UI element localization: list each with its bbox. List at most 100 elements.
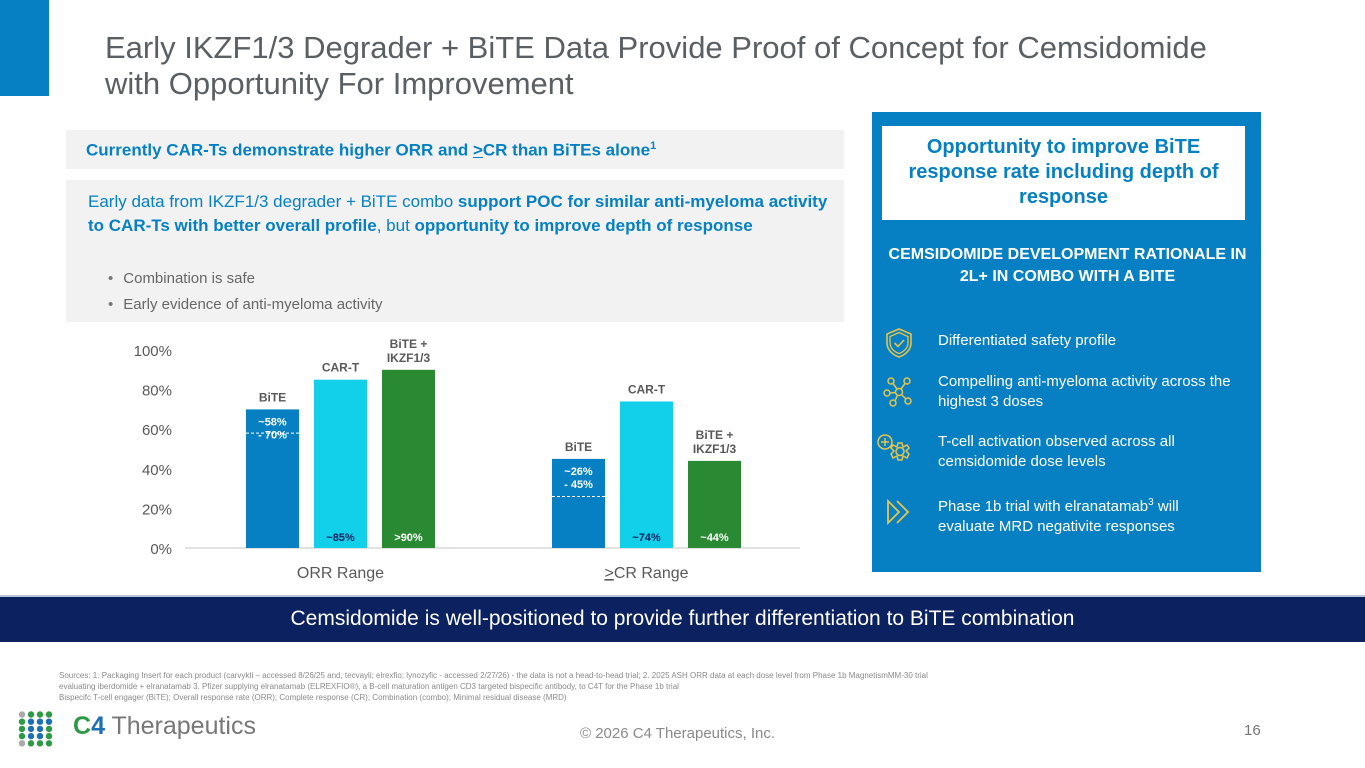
logo-c: C	[73, 712, 92, 740]
series-label: IKZF1/3	[693, 442, 737, 456]
bar-car-t	[620, 401, 673, 548]
bar-bite	[552, 458, 605, 548]
callout-box: Currently CAR-Ts demonstrate higher ORR …	[66, 130, 844, 169]
rationale-heading: CEMSIDOMIDE DEVELOPMENT RATIONALE IN 2L+…	[888, 246, 1247, 285]
logo-dot	[18, 732, 26, 740]
logo-dot	[45, 725, 53, 733]
rationale-label: Phase 1b trial with elranatamab3 will ev…	[938, 493, 1238, 537]
logo-dot	[45, 732, 53, 740]
logo-dot	[18, 725, 26, 733]
logo-dot	[18, 711, 26, 718]
summary-box: Early data from IKZF1/3 degrader + BiTE …	[66, 180, 844, 322]
logo-dots-icon	[18, 711, 53, 747]
callout-text: Currently CAR-Ts demonstrate higher ORR …	[86, 140, 656, 161]
fast-forward-icon	[887, 498, 910, 526]
data-label: ~74%	[632, 532, 661, 544]
footnote-marker: 1	[650, 140, 657, 152]
logo-therapeutics: Therapeutics	[104, 712, 256, 740]
logo-dot	[36, 740, 44, 747]
rationale-label-part: will evaluate MRD negativite responses	[938, 498, 1179, 535]
banner-text: Cemsidomide is well-positioned to provid…	[290, 607, 1075, 630]
x-category-label: >CR Range	[604, 565, 688, 582]
sources-footnotes: Sources: 1. Packaging Insert for each pr…	[59, 670, 1279, 703]
series-label: BiTE	[565, 440, 592, 454]
side-panel: Opportunity to improve BiTE response rat…	[872, 112, 1261, 572]
page-number: 16	[1244, 722, 1261, 739]
data-label: ~44%	[700, 532, 729, 544]
summary-bold-text: support POC for similar anti-myeloma act…	[88, 192, 828, 235]
copyright-text: © 2026 C4 Therapeutics, Inc.	[579, 725, 776, 742]
copyright: © 2026 C4 Therapeutics, Inc.	[0, 725, 1365, 742]
logo-dot	[36, 732, 44, 740]
data-label: ~26%	[564, 466, 593, 478]
opportunity-box: Opportunity to improve BiTE response rat…	[882, 126, 1245, 220]
accent-bar	[0, 0, 49, 96]
callout-text-part: CR than BiTEs alone	[482, 140, 651, 160]
bar-bite-ikzf1-3	[382, 369, 435, 548]
logo-wordmark: C4 Therapeutics	[73, 712, 256, 741]
shield-check-icon	[886, 328, 912, 358]
bar-car-t	[314, 379, 367, 548]
opportunity-text: Opportunity to improve BiTE response rat…	[908, 136, 1219, 208]
logo-dot	[18, 718, 26, 725]
logo-dot	[27, 711, 35, 718]
logo-dot	[45, 711, 53, 718]
page-title: Early IKZF1/3 Degrader + BiTE Data Provi…	[105, 30, 1335, 102]
title-line-2: with Opportunity For Improvement	[105, 66, 574, 101]
bullet-item: Early evidence of anti-myeloma activity	[108, 292, 382, 318]
logo-dot	[27, 718, 35, 725]
summary-text: Early data from IKZF1/3 degrader + BiTE …	[88, 192, 458, 211]
data-label: >90%	[394, 532, 423, 544]
gear-plus-icon	[877, 434, 910, 461]
y-tick-label: 60%	[142, 422, 172, 439]
logo-4: 4	[91, 712, 105, 740]
summary-paragraph: Early data from IKZF1/3 degrader + BiTE …	[88, 190, 828, 238]
logo-dot	[45, 718, 53, 725]
series-label: BiTE +	[696, 428, 734, 442]
series-label: CAR-T	[322, 361, 360, 375]
footnote-marker: 3	[1148, 497, 1154, 508]
bar-bite-ikzf1-3	[688, 460, 741, 548]
bar-bite	[246, 409, 299, 548]
logo-dot	[27, 740, 35, 747]
source-line: evaluating iberdomide + elranatamab 3. P…	[59, 682, 679, 691]
series-label: BiTE	[259, 390, 286, 404]
summary-bold-text: opportunity to improve depth of response	[414, 216, 753, 235]
bullet-item: Combination is safe	[108, 266, 383, 292]
x-category-label: ORR Range	[297, 565, 384, 582]
gte-symbol: >	[472, 140, 483, 160]
rationale-label: Differentiated safety profile	[938, 332, 1117, 349]
logo-dot	[18, 740, 26, 747]
logo-dot	[45, 740, 53, 747]
y-tick-label: 100%	[134, 343, 172, 360]
y-tick-label: 20%	[142, 501, 172, 518]
y-tick-label: 80%	[142, 383, 172, 400]
series-label: BiTE +	[390, 337, 428, 351]
rationale-label: T-cell activation observed across all ce…	[938, 433, 1175, 470]
y-tick-label: 40%	[142, 462, 172, 479]
conclusion-banner: Cemsidomide is well-positioned to provid…	[0, 595, 1365, 642]
summary-bullets: Combination is safe Early evidence of an…	[108, 266, 383, 318]
rationale-label: Compelling anti-myeloma activity across …	[938, 373, 1231, 410]
logo-dot	[36, 725, 44, 733]
bar-chart: 0% 20% 40% 60% 80% 100% BiTE ~58%- 70% CAR-T ~85%…	[134, 337, 800, 582]
data-label: ~58%	[258, 416, 287, 428]
logo-dot	[27, 725, 35, 733]
logo-dot	[36, 711, 44, 718]
source-line: Sources: 1. Packaging Insert for each pr…	[59, 671, 928, 680]
data-label: - 70%	[258, 429, 287, 441]
source-line: Bispecifc T-cell engager (BiTE); Overall…	[59, 693, 567, 702]
data-label: - 45%	[564, 479, 593, 491]
y-tick-label: 0%	[150, 541, 172, 558]
logo-dot	[36, 718, 44, 725]
summary-text: , but	[376, 216, 415, 235]
series-label: CAR-T	[628, 382, 666, 396]
series-label: IKZF1/3	[387, 351, 431, 365]
rationale-label-part: Phase 1b trial with elranatamab	[938, 498, 1149, 515]
data-label: ~85%	[326, 532, 355, 544]
title-line-1: Early IKZF1/3 Degrader + BiTE Data Provi…	[105, 30, 1207, 65]
callout-text-part: Currently CAR-Ts demonstrate higher ORR …	[86, 140, 473, 160]
company-logo: C4 Therapeutics	[18, 709, 258, 749]
network-nodes-icon	[883, 377, 912, 407]
logo-dot	[27, 732, 35, 740]
